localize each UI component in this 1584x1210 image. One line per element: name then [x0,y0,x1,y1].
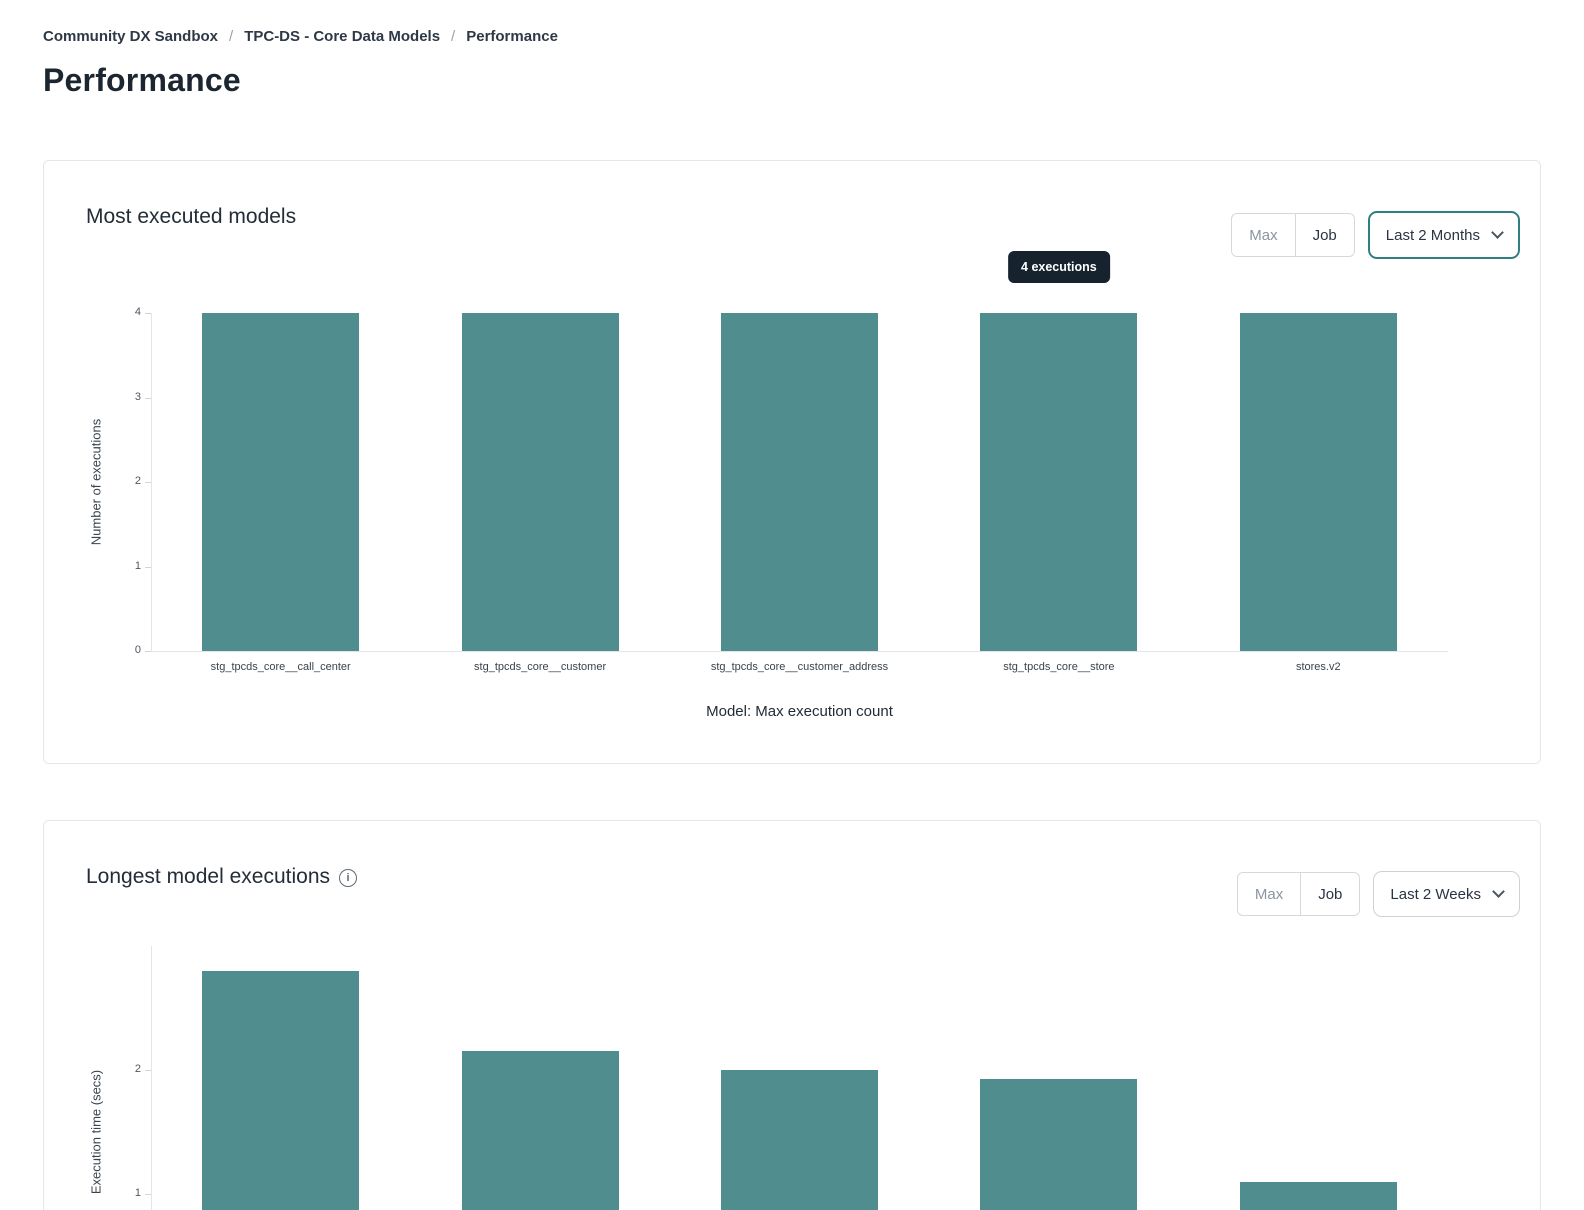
period-select-value: Last 2 Weeks [1390,885,1481,903]
card-title-text: Most executed models [86,205,297,228]
card-most-executed-models: Most executed models Max Job Last 2 Mont… [43,160,1541,764]
y-tick-mark [145,313,151,314]
y-tick-mark [145,1194,151,1195]
card-title-most-executed: Most executed models [86,205,296,229]
chart-bar[interactable] [461,313,619,651]
period-select[interactable]: Last 2 Weeks [1373,871,1520,917]
chart-bar[interactable] [721,313,878,651]
breadcrumb-item-current: Performance [466,28,558,45]
longest-model-executions-chart: 012Execution time (secs) [44,821,1540,1210]
card-title-text: Longest model executions [86,865,330,888]
toggle-max-button[interactable]: Max [1232,214,1296,256]
breadcrumb-separator: / [229,28,234,45]
breadcrumb-item-environment[interactable]: TPC-DS - Core Data Models [244,28,441,45]
y-axis-title: Execution time (secs) [88,1069,104,1195]
y-tick-mark [145,482,151,483]
max-job-toggle: Max Job [1236,872,1361,916]
chart-bar[interactable] [202,970,360,1210]
y-tick-label: 0 [134,644,141,656]
chart-bar[interactable] [980,313,1138,651]
y-axis-line [151,313,152,651]
most-executed-models-chart: 0 1 2 3 4 stg_tpcds_core__call_center stg_tpcd… [44,161,1540,763]
chart-controls: Max Job Last 2 Weeks [1236,871,1520,917]
max-job-toggle: Max Job [1231,213,1355,257]
x-tick-label: stg_tpcds_core__customer_address [710,661,889,673]
chart-bar[interactable] [1239,1181,1397,1210]
y-tick-mark [145,651,151,652]
breadcrumb-item-project[interactable]: Community DX Sandbox [43,28,219,45]
card-longest-model-executions: Longest model executions i Max Job Last … [43,820,1541,1210]
toggle-max-button[interactable]: Max [1238,873,1302,915]
y-tick-mark [145,566,151,568]
y-tick-mark [145,397,151,399]
tooltip-badge: 4 executions [1008,251,1110,283]
x-axis-title: Model: Max execution count [706,703,893,720]
toggle-job-button[interactable]: Job [1301,873,1359,915]
chart-bar[interactable] [980,1078,1138,1210]
toggle-job-button[interactable]: Job [1296,214,1354,256]
chart-bar[interactable] [461,1051,619,1210]
y-tick-label: 4 [134,306,141,318]
info-icon[interactable]: i [339,869,357,887]
page-title: Performance [43,62,241,98]
x-tick-label: stg_tpcds_core__store [1003,661,1115,673]
y-tick-label: 1 [134,559,141,572]
y-tick-mark [145,1070,151,1071]
breadcrumb-separator: / [451,28,456,45]
y-tick-label: 3 [134,390,141,403]
y-axis-title: Number of executions [88,418,104,546]
chart-bar[interactable] [202,313,360,651]
card-title-longest-executions: Longest model executions i [86,865,357,889]
period-select[interactable]: Last 2 Months [1367,211,1520,259]
y-tick-label: 2 [134,1063,141,1075]
chart-bar[interactable] [721,1070,878,1210]
breadcrumb: Community DX Sandbox / TPC-DS - Core Dat… [43,28,558,45]
y-axis-line [151,946,152,1210]
x-tick-label: stg_tpcds_core__customer [474,661,607,673]
y-tick-label: 2 [134,475,141,487]
x-tick-label: stg_tpcds_core__call_center [210,661,351,673]
y-tick-label: 1 [134,1187,141,1199]
period-select-value: Last 2 Months [1385,226,1480,244]
x-axis-line [151,651,1448,652]
chart-bar[interactable] [1239,313,1397,651]
chart-controls: Max Job Last 2 Months [1231,211,1520,259]
x-tick-label: stores.v2 [1295,661,1341,673]
